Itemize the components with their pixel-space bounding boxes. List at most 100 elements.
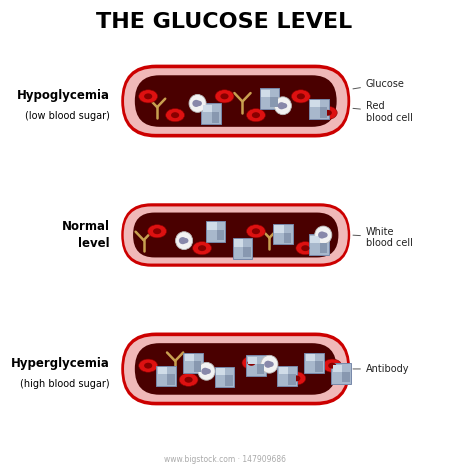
Ellipse shape bbox=[301, 245, 309, 251]
Polygon shape bbox=[234, 239, 243, 247]
Ellipse shape bbox=[193, 242, 211, 255]
Polygon shape bbox=[273, 224, 293, 244]
Polygon shape bbox=[261, 90, 270, 97]
Ellipse shape bbox=[252, 228, 260, 234]
Polygon shape bbox=[333, 365, 342, 372]
Ellipse shape bbox=[274, 97, 291, 115]
Polygon shape bbox=[225, 376, 233, 386]
Ellipse shape bbox=[281, 103, 287, 109]
FancyBboxPatch shape bbox=[121, 203, 350, 267]
Ellipse shape bbox=[277, 102, 286, 110]
Polygon shape bbox=[257, 364, 264, 375]
Ellipse shape bbox=[268, 361, 274, 367]
Polygon shape bbox=[284, 233, 291, 243]
Ellipse shape bbox=[201, 368, 209, 375]
Text: Hyperglycemia: Hyperglycemia bbox=[11, 357, 110, 370]
Ellipse shape bbox=[247, 109, 265, 122]
Polygon shape bbox=[310, 100, 320, 108]
Text: THE GLUCOSE LEVEL: THE GLUCOSE LEVEL bbox=[97, 12, 352, 32]
Text: Glucose: Glucose bbox=[353, 78, 405, 89]
Polygon shape bbox=[158, 367, 167, 375]
FancyBboxPatch shape bbox=[133, 212, 339, 258]
FancyBboxPatch shape bbox=[121, 64, 350, 137]
Ellipse shape bbox=[139, 359, 158, 372]
Ellipse shape bbox=[287, 372, 306, 385]
FancyBboxPatch shape bbox=[124, 336, 348, 402]
Ellipse shape bbox=[323, 359, 342, 372]
Polygon shape bbox=[207, 222, 216, 230]
Text: White
blood cell: White blood cell bbox=[353, 227, 413, 248]
Polygon shape bbox=[215, 367, 234, 387]
Text: Hypoglycemia: Hypoglycemia bbox=[17, 89, 110, 102]
Polygon shape bbox=[306, 354, 315, 361]
Polygon shape bbox=[342, 372, 350, 383]
Ellipse shape bbox=[148, 225, 167, 238]
Ellipse shape bbox=[261, 355, 278, 373]
Ellipse shape bbox=[247, 360, 255, 366]
Text: Red
blood cell: Red blood cell bbox=[353, 101, 413, 123]
Ellipse shape bbox=[144, 94, 152, 99]
Ellipse shape bbox=[242, 356, 261, 369]
Polygon shape bbox=[167, 375, 175, 385]
FancyBboxPatch shape bbox=[123, 206, 348, 264]
Polygon shape bbox=[309, 234, 329, 255]
Polygon shape bbox=[243, 247, 251, 257]
Text: level: level bbox=[79, 237, 110, 250]
Polygon shape bbox=[270, 97, 278, 108]
Ellipse shape bbox=[166, 109, 185, 122]
Ellipse shape bbox=[179, 373, 198, 386]
Ellipse shape bbox=[318, 231, 326, 239]
Polygon shape bbox=[216, 368, 225, 376]
FancyBboxPatch shape bbox=[135, 75, 337, 127]
Ellipse shape bbox=[328, 363, 336, 368]
Ellipse shape bbox=[198, 362, 215, 380]
Polygon shape bbox=[310, 235, 320, 243]
Ellipse shape bbox=[220, 94, 229, 99]
Ellipse shape bbox=[139, 90, 158, 103]
Polygon shape bbox=[206, 221, 225, 242]
Polygon shape bbox=[331, 363, 351, 384]
Ellipse shape bbox=[153, 228, 161, 234]
Polygon shape bbox=[201, 103, 221, 124]
Polygon shape bbox=[288, 375, 296, 385]
Ellipse shape bbox=[205, 368, 211, 374]
Ellipse shape bbox=[179, 237, 187, 244]
Polygon shape bbox=[260, 88, 279, 109]
Ellipse shape bbox=[318, 106, 337, 119]
Text: (low blood sugar): (low blood sugar) bbox=[25, 111, 110, 121]
Polygon shape bbox=[304, 352, 324, 373]
Polygon shape bbox=[274, 225, 284, 233]
Polygon shape bbox=[233, 238, 252, 258]
Text: Antibody: Antibody bbox=[353, 364, 409, 374]
Ellipse shape bbox=[185, 377, 193, 383]
Ellipse shape bbox=[252, 112, 260, 118]
Ellipse shape bbox=[215, 90, 234, 103]
FancyBboxPatch shape bbox=[121, 333, 350, 405]
Text: (high blood sugar): (high blood sugar) bbox=[20, 379, 110, 389]
FancyBboxPatch shape bbox=[124, 68, 348, 134]
Ellipse shape bbox=[192, 100, 200, 107]
Ellipse shape bbox=[171, 112, 179, 118]
Ellipse shape bbox=[198, 245, 206, 251]
FancyBboxPatch shape bbox=[135, 343, 337, 395]
Text: Normal: Normal bbox=[62, 220, 110, 233]
Ellipse shape bbox=[264, 360, 272, 368]
Ellipse shape bbox=[247, 225, 265, 238]
Ellipse shape bbox=[292, 376, 300, 381]
Ellipse shape bbox=[296, 242, 315, 255]
Text: www.bigstock.com · 147909686: www.bigstock.com · 147909686 bbox=[163, 455, 286, 464]
Ellipse shape bbox=[144, 363, 152, 368]
Ellipse shape bbox=[291, 90, 310, 103]
Ellipse shape bbox=[321, 232, 328, 238]
Ellipse shape bbox=[315, 226, 332, 244]
Polygon shape bbox=[315, 361, 323, 372]
Polygon shape bbox=[183, 352, 203, 373]
Polygon shape bbox=[320, 243, 327, 253]
Polygon shape bbox=[202, 105, 212, 112]
Ellipse shape bbox=[189, 94, 206, 112]
Polygon shape bbox=[194, 361, 202, 372]
Polygon shape bbox=[279, 367, 288, 375]
Polygon shape bbox=[309, 99, 329, 119]
Ellipse shape bbox=[176, 232, 193, 250]
Polygon shape bbox=[247, 357, 257, 364]
